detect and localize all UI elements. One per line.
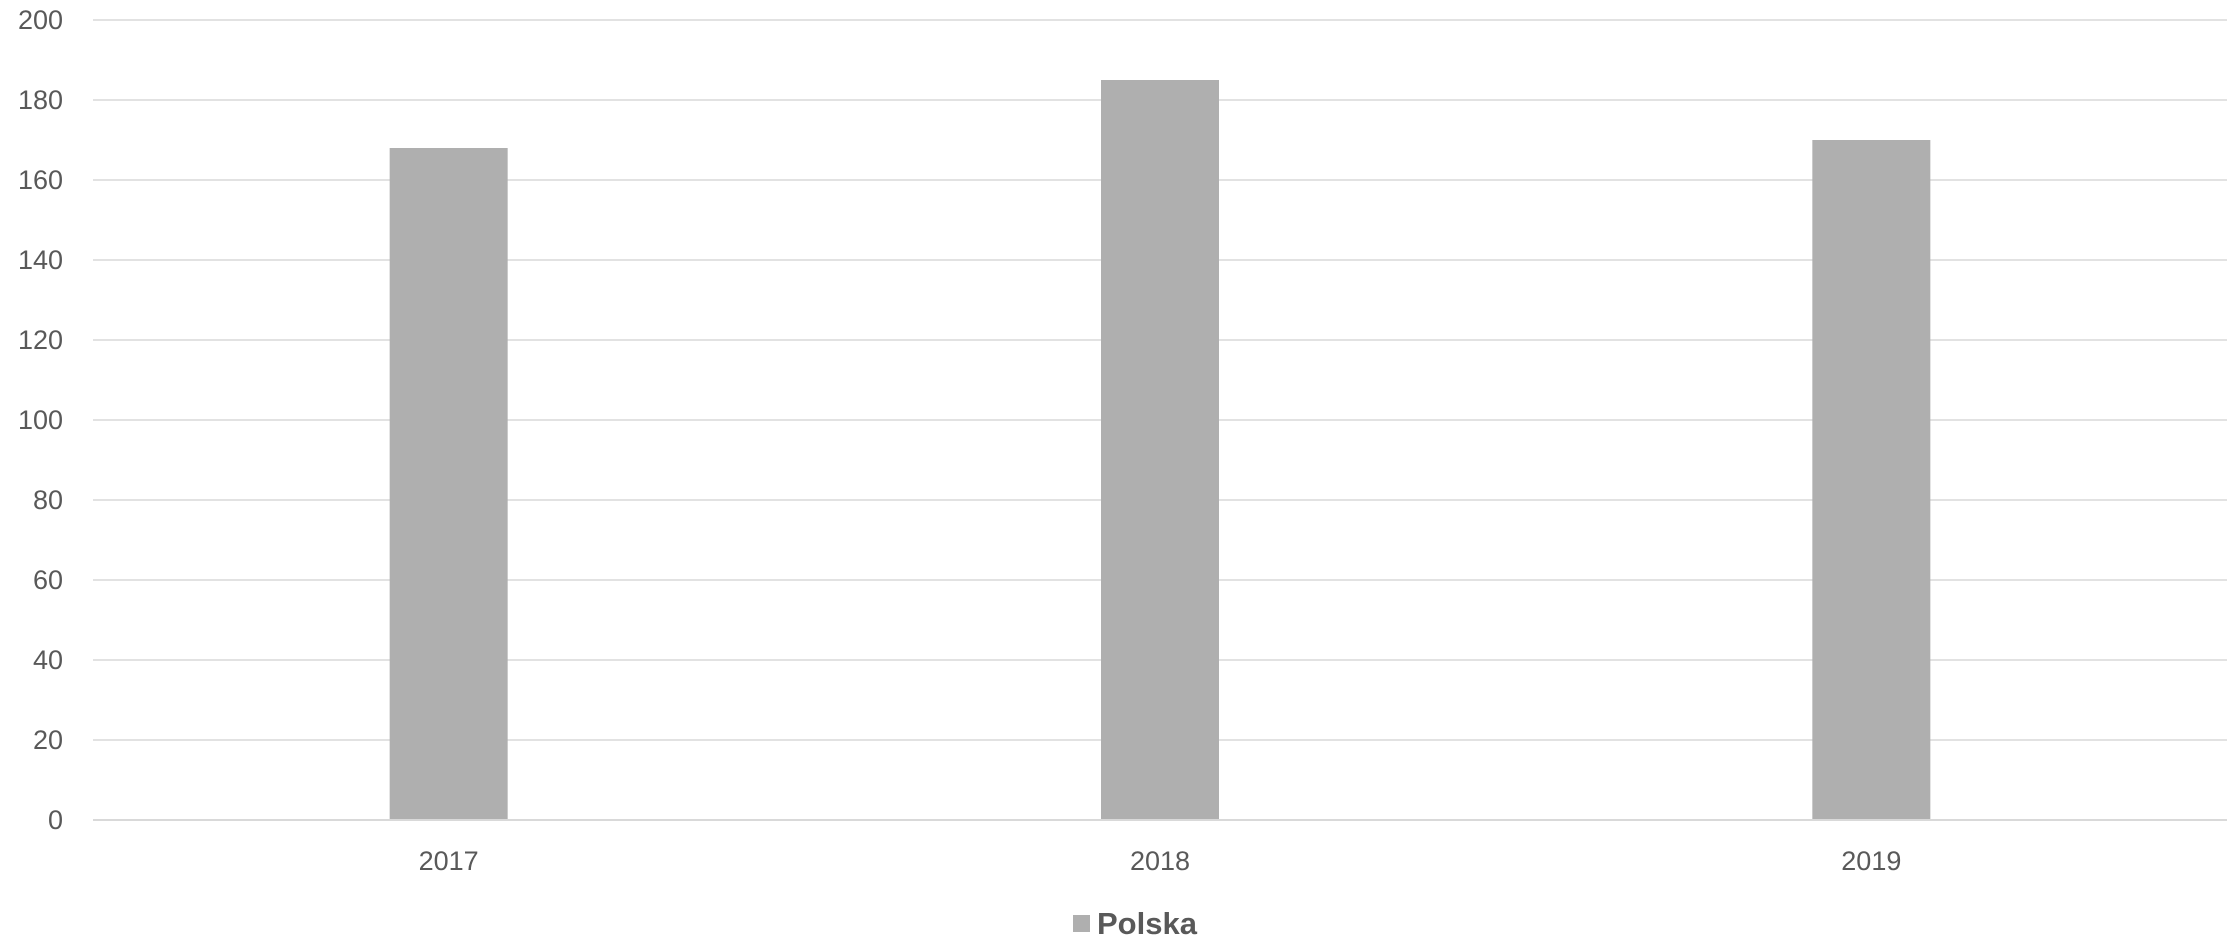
y-tick-label: 200 bbox=[18, 5, 63, 35]
y-tick-label: 120 bbox=[18, 325, 63, 355]
bar-2018 bbox=[1101, 80, 1219, 820]
bars bbox=[389, 80, 1931, 820]
y-axis: 0 20 40 60 80 100 120 140 160 180 200 bbox=[18, 5, 63, 835]
x-tick-label: 2017 bbox=[419, 846, 479, 876]
y-tick-label: 100 bbox=[18, 405, 63, 435]
legend-label-polska: Polska bbox=[1097, 906, 1198, 940]
y-tick-label: 0 bbox=[48, 805, 63, 835]
y-tick-label: 40 bbox=[33, 645, 63, 675]
bar-2017 bbox=[389, 148, 508, 820]
x-axis: 2017 2018 2019 bbox=[93, 819, 2227, 876]
legend: Polska bbox=[1073, 906, 1198, 940]
y-tick-label: 80 bbox=[33, 485, 63, 515]
x-tick-label: 2019 bbox=[1841, 846, 1901, 876]
legend-swatch-polska bbox=[1073, 915, 1090, 932]
x-tick-label: 2018 bbox=[1130, 846, 1190, 876]
bar-2019 bbox=[1812, 140, 1931, 820]
y-tick-label: 160 bbox=[18, 165, 63, 195]
y-tick-label: 180 bbox=[18, 85, 63, 115]
y-tick-label: 140 bbox=[18, 245, 63, 275]
y-tick-label: 60 bbox=[33, 565, 63, 595]
y-tick-label: 20 bbox=[33, 725, 63, 755]
